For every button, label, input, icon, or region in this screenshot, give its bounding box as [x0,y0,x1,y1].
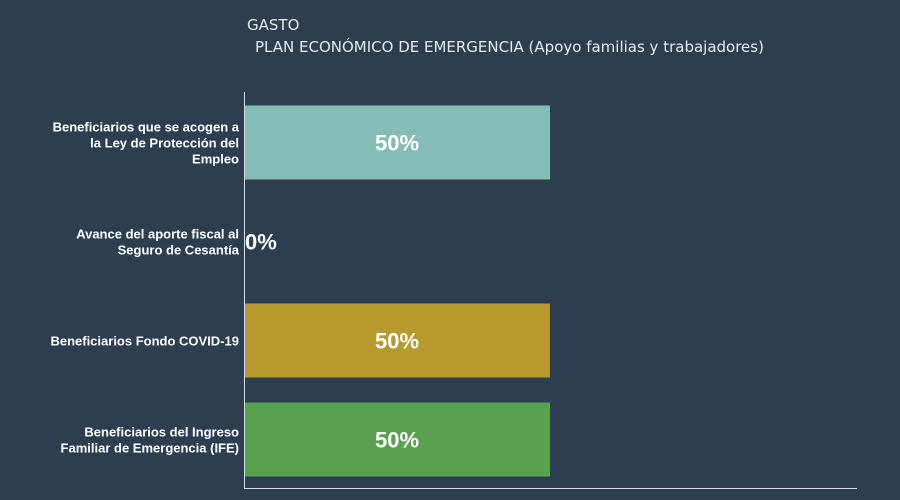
chart-subtitle: PLAN ECONÓMICO DE EMERGENCIA (Apoyo fami… [255,38,764,56]
bar-value-label-2: 0% [245,230,277,255]
bar-3 [244,303,550,378]
category-label-1: Beneficiarios que se acogen a la Ley de P… [53,120,240,167]
category-label-3: Beneficiarios Fondo COVID-19 [50,334,239,349]
bar-4 [244,402,550,477]
chart-title-block: GASTO PLAN ECONÓMICO DE EMERGENCIA (Apoy… [247,14,764,58]
bar-value-label-3: 50% [375,329,419,354]
bar-value-label-4: 50% [375,428,419,453]
category-label-4: Beneficiarios del Ingreso Familiar de Eme… [61,425,240,456]
category-label-2: Avance del aporte fiscal al Seguro de Ces… [76,227,240,258]
chart-title: GASTO [247,16,300,34]
bar-1 [244,105,550,180]
bar-value-label-1: 50% [375,131,419,156]
